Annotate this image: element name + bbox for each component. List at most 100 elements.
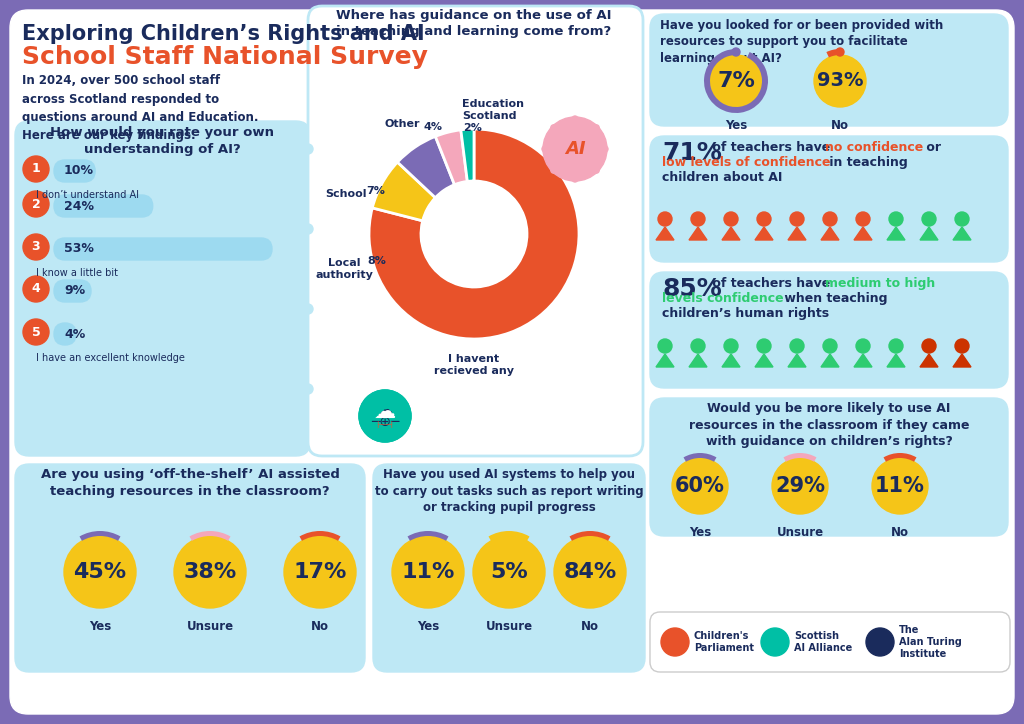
Text: 11%: 11% (876, 476, 925, 496)
Polygon shape (854, 354, 872, 367)
Circle shape (542, 146, 548, 152)
Polygon shape (953, 354, 971, 367)
Polygon shape (656, 354, 674, 367)
Text: Have you used AI systems to help you
to carry out tasks such as report writing
o: Have you used AI systems to help you to … (375, 468, 643, 514)
Polygon shape (755, 354, 773, 367)
Circle shape (691, 339, 705, 353)
Text: Unsure: Unsure (776, 526, 823, 539)
Text: ☁
─⊕─: ☁ ─⊕─ (371, 403, 399, 429)
Text: Other: Other (384, 119, 420, 129)
Circle shape (922, 212, 936, 226)
Circle shape (672, 458, 728, 514)
Circle shape (866, 628, 894, 656)
Circle shape (856, 339, 870, 353)
Wedge shape (783, 453, 816, 462)
Polygon shape (887, 227, 905, 240)
Text: In 2024, over 500 school staff
across Scotland responded to
questions around AI : In 2024, over 500 school staff across Sc… (22, 74, 258, 143)
Text: 2: 2 (32, 198, 40, 211)
Circle shape (772, 458, 828, 514)
Text: 5%: 5% (490, 562, 528, 582)
Text: Yes: Yes (89, 620, 112, 633)
Circle shape (303, 304, 313, 314)
Circle shape (662, 628, 689, 656)
Text: 10%: 10% (63, 164, 94, 177)
Polygon shape (755, 227, 773, 240)
FancyBboxPatch shape (15, 464, 365, 672)
Circle shape (691, 212, 705, 226)
Text: ☁: ☁ (374, 402, 396, 422)
Text: 45%: 45% (74, 562, 127, 582)
Text: of teachers have: of teachers have (708, 141, 835, 154)
Text: Where has guidance on the use of AI
in teaching and learning come from?: Where has guidance on the use of AI in t… (336, 9, 611, 38)
Text: in teaching: in teaching (825, 156, 907, 169)
Text: I have an excellent knowledge: I have an excellent knowledge (36, 353, 185, 363)
Wedge shape (705, 49, 768, 113)
Text: Unsure: Unsure (485, 620, 532, 633)
Circle shape (543, 117, 607, 181)
Circle shape (23, 191, 49, 217)
Text: Education
Scotland: Education Scotland (462, 99, 524, 121)
Circle shape (889, 212, 903, 226)
Circle shape (823, 212, 837, 226)
Text: I know a little bit: I know a little bit (36, 268, 118, 278)
Circle shape (724, 212, 738, 226)
Text: ⊢⊣: ⊢⊣ (377, 420, 393, 430)
Wedge shape (488, 531, 529, 541)
Text: No: No (581, 620, 599, 633)
Circle shape (303, 224, 313, 234)
Text: Children's
Parliament: Children's Parliament (694, 631, 754, 653)
Circle shape (392, 536, 464, 608)
Text: 53%: 53% (63, 243, 94, 256)
Circle shape (823, 339, 837, 353)
Text: 2%: 2% (463, 123, 482, 133)
Circle shape (593, 125, 599, 131)
Text: 17%: 17% (293, 562, 347, 582)
Circle shape (889, 339, 903, 353)
Text: 8%: 8% (367, 256, 386, 266)
Wedge shape (826, 49, 840, 57)
Circle shape (761, 628, 790, 656)
Circle shape (955, 339, 969, 353)
FancyBboxPatch shape (373, 464, 645, 672)
FancyBboxPatch shape (308, 6, 643, 456)
Circle shape (551, 125, 557, 131)
Circle shape (724, 339, 738, 353)
Text: 93%: 93% (817, 72, 863, 90)
Text: 7%: 7% (717, 71, 755, 91)
Polygon shape (656, 227, 674, 240)
Text: Have you looked for or been provided with
resources to support you to facilitate: Have you looked for or been provided wit… (660, 19, 943, 65)
Text: children about AI: children about AI (662, 171, 782, 184)
Polygon shape (920, 354, 938, 367)
Circle shape (23, 276, 49, 302)
Text: School Staff National Survey: School Staff National Survey (22, 45, 428, 69)
FancyBboxPatch shape (54, 280, 91, 302)
Circle shape (303, 144, 313, 154)
Circle shape (174, 536, 246, 608)
Text: I don’t understand AI: I don’t understand AI (36, 190, 139, 200)
FancyBboxPatch shape (54, 323, 76, 345)
Text: Are you using ‘off-the-shelf’ AI assisted
teaching resources in the classroom?: Are you using ‘off-the-shelf’ AI assiste… (41, 468, 339, 497)
Circle shape (572, 116, 578, 122)
Text: How would you rate your own
understanding of AI?: How would you rate your own understandin… (50, 126, 274, 156)
Text: medium to high: medium to high (825, 277, 935, 290)
Polygon shape (887, 354, 905, 367)
Wedge shape (369, 129, 579, 339)
Circle shape (572, 176, 578, 182)
Text: Unsure: Unsure (186, 620, 233, 633)
Wedge shape (569, 531, 610, 541)
Wedge shape (435, 130, 467, 185)
Polygon shape (821, 354, 839, 367)
FancyBboxPatch shape (650, 612, 1010, 672)
Circle shape (757, 212, 771, 226)
Circle shape (922, 339, 936, 353)
FancyBboxPatch shape (650, 398, 1008, 536)
Text: 7%: 7% (366, 186, 385, 196)
FancyBboxPatch shape (10, 10, 1014, 714)
Polygon shape (953, 227, 971, 240)
FancyBboxPatch shape (650, 136, 1008, 262)
Circle shape (359, 390, 411, 442)
FancyBboxPatch shape (650, 14, 1008, 126)
Polygon shape (722, 227, 740, 240)
Circle shape (359, 390, 411, 442)
Text: 85%: 85% (662, 277, 722, 301)
